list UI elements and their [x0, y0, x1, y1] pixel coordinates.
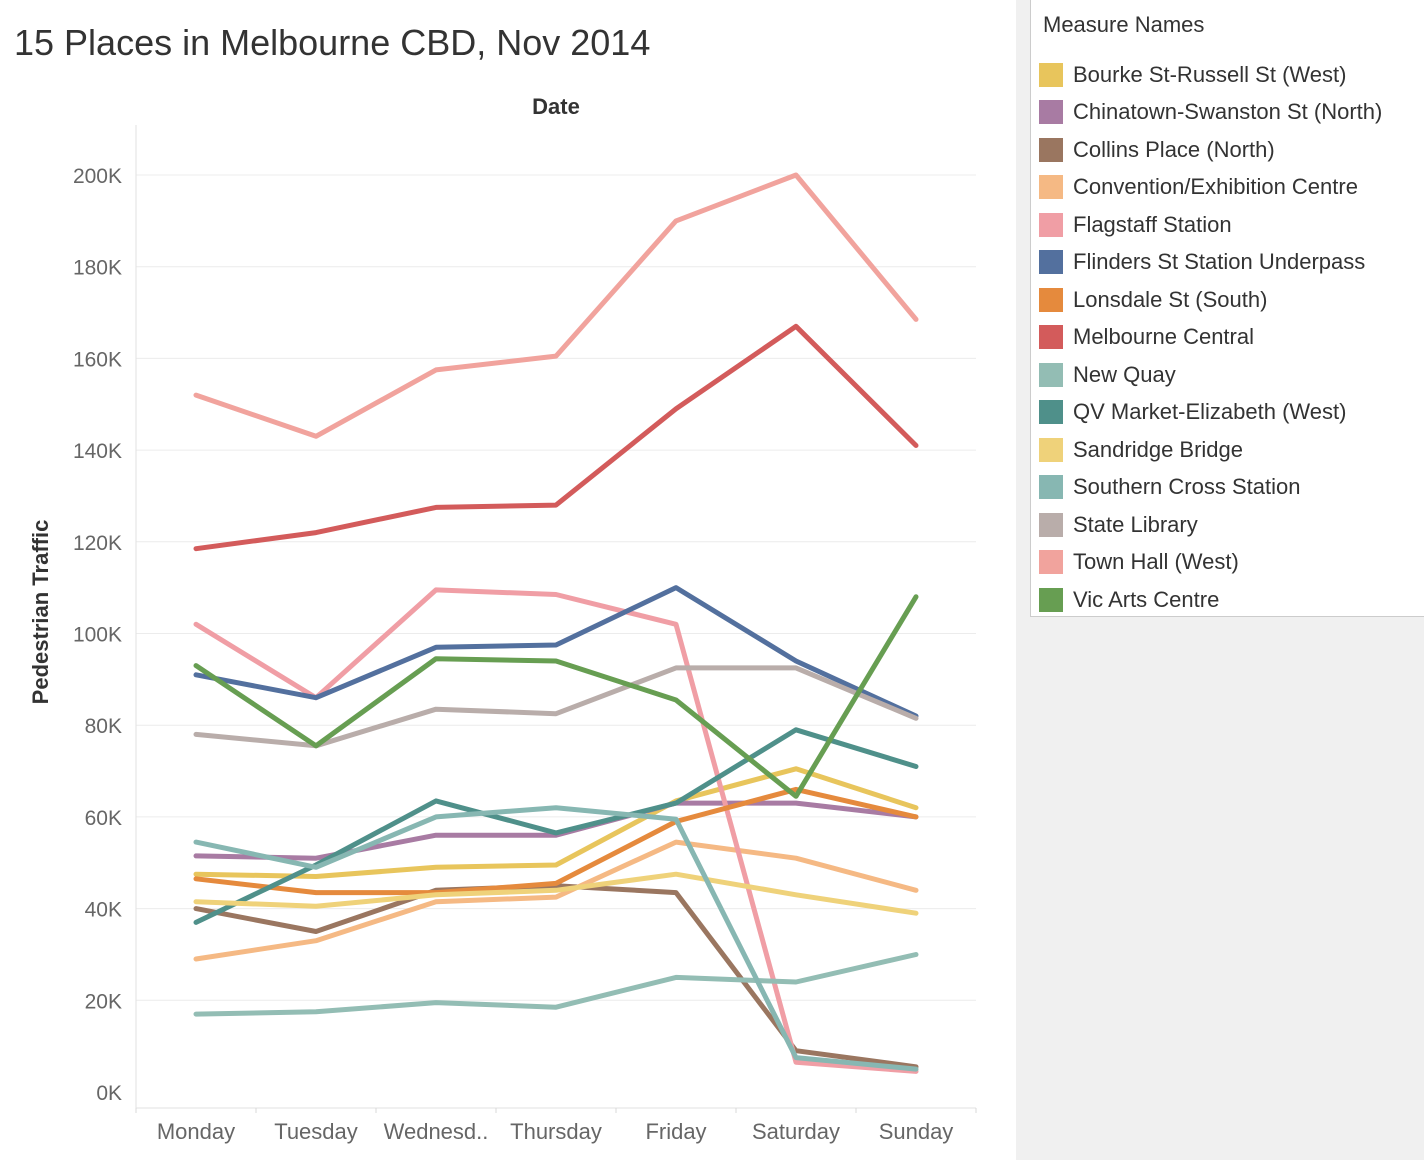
series-line-bourke-st-russell-st-west[interactable]: [193, 766, 919, 879]
legend-swatch: [1039, 62, 1063, 87]
y-tick-label: 160K: [73, 348, 122, 371]
legend-label: Chinatown-Swanston St (North): [1073, 99, 1383, 125]
legend-item[interactable]: State Library: [1039, 506, 1382, 544]
legend-swatch: [1039, 437, 1063, 462]
x-tick-label: Thursday: [510, 1119, 602, 1144]
legend-title: Measure Names: [1043, 12, 1205, 37]
legend-item[interactable]: Bourke St-Russell St (West): [1039, 56, 1382, 94]
legend-label: Town Hall (West): [1073, 549, 1239, 575]
y-tick-label: 100K: [73, 624, 122, 647]
legend-swatch: [1039, 137, 1063, 162]
legend-swatch: [1039, 175, 1063, 200]
x-tick-label: Monday: [157, 1119, 235, 1144]
legend-label: Lonsdale St (South): [1073, 286, 1268, 312]
legend-item[interactable]: New Quay: [1039, 356, 1382, 394]
legend-item[interactable]: Southern Cross Station: [1039, 469, 1382, 507]
legend-label: Convention/Exhibition Centre: [1073, 174, 1358, 200]
legend-label: Flagstaff Station: [1073, 211, 1232, 237]
y-tick-label: 40K: [85, 899, 122, 922]
legend-swatch: [1039, 287, 1063, 312]
legend-swatch: [1039, 475, 1063, 500]
legend-label: QV Market-Elizabeth (West): [1073, 399, 1347, 425]
legend-swatch: [1039, 400, 1063, 425]
legend-label: Southern Cross Station: [1073, 474, 1301, 500]
series-line-new-quay[interactable]: [193, 952, 919, 1017]
legend-swatch: [1039, 550, 1063, 575]
series-line-southern-cross-station[interactable]: [193, 805, 919, 1072]
legend-label: Melbourne Central: [1073, 324, 1254, 350]
legend-item[interactable]: Flinders St Station Underpass: [1039, 244, 1382, 282]
legend-swatch: [1039, 100, 1063, 125]
legend-item[interactable]: Flagstaff Station: [1039, 206, 1382, 244]
series-line-flinders-st-station-underpass[interactable]: [193, 585, 919, 719]
y-tick-label: 140K: [73, 440, 122, 463]
legend-swatch: [1039, 362, 1063, 387]
series-lines: [193, 172, 919, 1074]
legend-label: New Quay: [1073, 361, 1176, 387]
series-line-melbourne-central[interactable]: [193, 323, 919, 552]
x-tick-label: Sunday: [879, 1119, 954, 1144]
axes: [135, 125, 977, 1113]
legend-swatch: [1039, 587, 1063, 612]
legend-label: Vic Arts Centre: [1073, 586, 1220, 612]
series-line-lonsdale-st-south[interactable]: [193, 786, 919, 896]
legend: Measure Names Bourke St-Russell St (West…: [1030, 0, 1424, 617]
legend-item[interactable]: Melbourne Central: [1039, 319, 1382, 357]
legend-item[interactable]: Convention/Exhibition Centre: [1039, 169, 1382, 207]
legend-item[interactable]: Chinatown-Swanston St (North): [1039, 94, 1382, 132]
legend-label: Flinders St Station Underpass: [1073, 249, 1366, 275]
legend-item[interactable]: Collins Place (North): [1039, 131, 1382, 169]
legend-panel: Measure Names Bourke St-Russell St (West…: [1016, 0, 1424, 1160]
gridlines: [136, 174, 976, 1001]
x-axis-title: Date: [532, 94, 580, 119]
series-line-town-hall-west[interactable]: [193, 172, 919, 439]
tick-labels: 0K 20K 40K 60K 80K 100K 120K 140K 160K 180K 200K Mo…: [73, 165, 953, 1144]
legend-swatch: [1039, 250, 1063, 275]
x-tick-label: Wednesd..: [384, 1119, 489, 1144]
x-tick-label: Tuesday: [274, 1119, 358, 1144]
legend-item[interactable]: Lonsdale St (South): [1039, 281, 1382, 319]
series-line-sandridge-bridge[interactable]: [193, 871, 919, 916]
legend-swatch: [1039, 325, 1063, 350]
legend-item[interactable]: Sandridge Bridge: [1039, 431, 1382, 469]
legend-item[interactable]: Town Hall (West): [1039, 544, 1382, 582]
y-tick-label: 80K: [85, 715, 122, 738]
y-tick-label: 120K: [73, 532, 122, 555]
y-tick-label: 60K: [85, 807, 122, 830]
legend-list: Bourke St-Russell St (West) Chinatown-Swa…: [1039, 56, 1382, 619]
legend-label: Bourke St-Russell St (West): [1073, 61, 1347, 87]
x-tick-label: Friday: [645, 1119, 706, 1144]
line-chart: Date Pedestrian Traffic 0K 20K 40K 60K 80K 10…: [28, 94, 977, 1144]
chart-title: 15 Places in Melbourne CBD, Nov 2014: [14, 22, 651, 63]
series-line-collins-place-north[interactable]: [193, 883, 919, 1070]
y-tick-label: 180K: [73, 257, 122, 280]
legend-label: State Library: [1073, 511, 1198, 537]
y-tick-label: 0K: [96, 1082, 122, 1105]
legend-label: Collins Place (North): [1073, 136, 1275, 162]
legend-item[interactable]: Vic Arts Centre: [1039, 581, 1382, 619]
y-tick-label: 200K: [73, 165, 122, 188]
legend-swatch: [1039, 212, 1063, 237]
series-line-vic-arts-centre[interactable]: [193, 594, 919, 799]
y-tick-label: 20K: [85, 990, 122, 1013]
y-axis-title: Pedestrian Traffic: [28, 520, 53, 705]
series-line-convention-exhibition-centre[interactable]: [193, 839, 919, 962]
legend-swatch: [1039, 512, 1063, 537]
legend-label: Sandridge Bridge: [1073, 436, 1244, 462]
legend-item[interactable]: QV Market-Elizabeth (West): [1039, 394, 1382, 432]
x-tick-label: Saturday: [752, 1119, 840, 1144]
